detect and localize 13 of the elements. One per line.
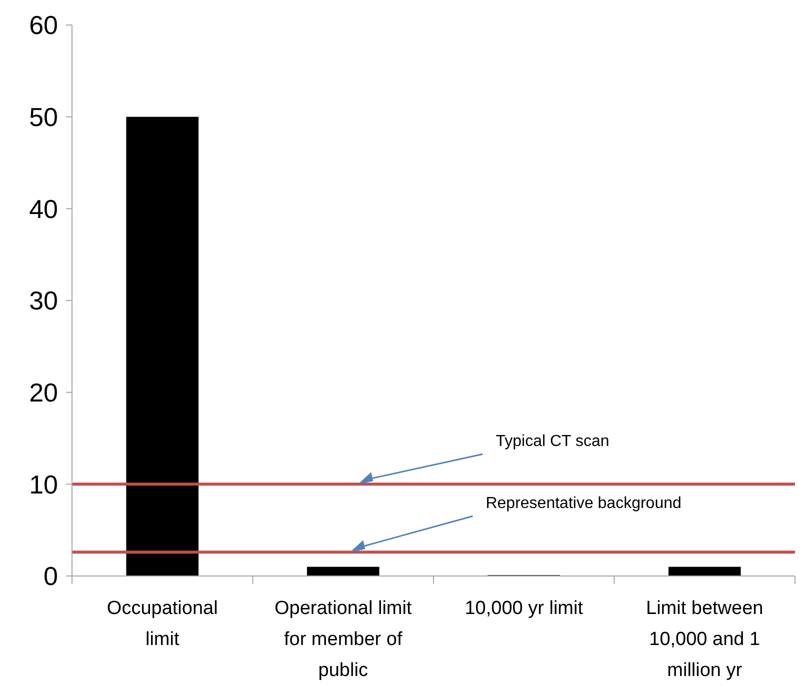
ref-line-label: Typical CT scan xyxy=(496,433,610,450)
y-tick-label: 60 xyxy=(29,10,58,40)
x-tick-label: Operational limit for member of public xyxy=(274,598,412,681)
x-tick-label: 10,000 yr limit xyxy=(464,598,584,619)
y-tick-label: 20 xyxy=(29,377,58,408)
x-tick-label: Occupational limit xyxy=(106,598,218,650)
ref-line-label: Representative background xyxy=(486,495,682,512)
y-tick-label: 10 xyxy=(29,469,58,500)
y-tick-label: 40 xyxy=(29,194,58,224)
y-tick-label: 0 xyxy=(44,561,58,592)
x-tick-label: Limit between 10,000 and 1 million yr xyxy=(646,598,764,681)
y-tick-label: 50 xyxy=(29,102,58,132)
y-tick-label: 30 xyxy=(29,286,58,316)
